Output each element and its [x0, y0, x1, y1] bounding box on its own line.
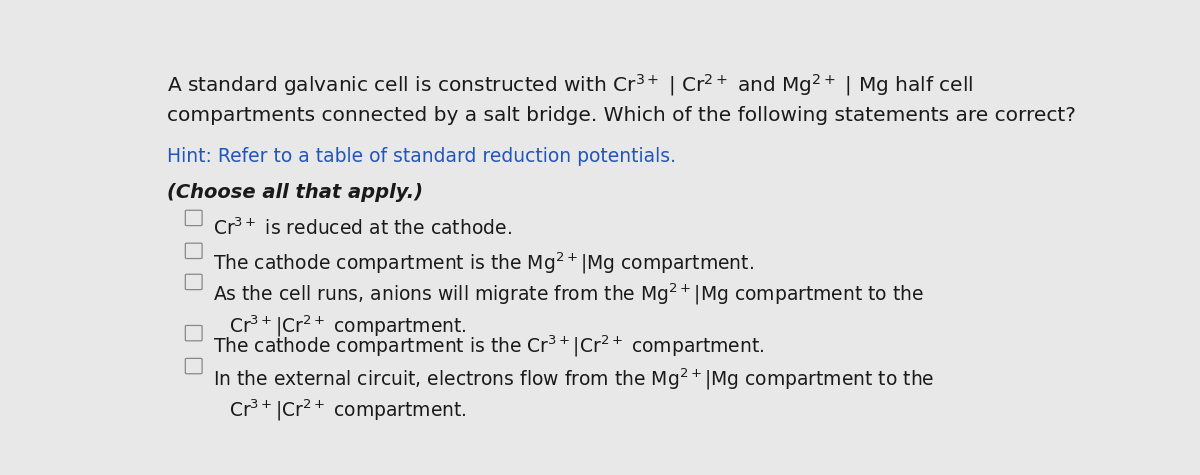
Text: Hint: Refer to a table of standard reduction potentials.: Hint: Refer to a table of standard reduc…	[167, 147, 676, 166]
Text: In the external circuit, electrons flow from the Mg$^{2+}$|Mg compartment to the: In the external circuit, electrons flow …	[214, 366, 935, 391]
Text: Cr$^{3+}$|Cr$^{2+}$ compartment.: Cr$^{3+}$|Cr$^{2+}$ compartment.	[229, 397, 467, 423]
Text: The cathode compartment is the Mg$^{2+}$|Mg compartment.: The cathode compartment is the Mg$^{2+}$…	[214, 251, 754, 276]
Text: A standard galvanic cell is constructed with Cr$^{3+}$ | Cr$^{2+}$ and Mg$^{2+}$: A standard galvanic cell is constructed …	[167, 72, 973, 97]
Text: The cathode compartment is the Cr$^{3+}$|Cr$^{2+}$ compartment.: The cathode compartment is the Cr$^{3+}$…	[214, 333, 764, 359]
Text: Cr$^{3+}$ is reduced at the cathode.: Cr$^{3+}$ is reduced at the cathode.	[214, 218, 512, 239]
Text: (Choose all that apply.): (Choose all that apply.)	[167, 183, 422, 202]
Text: As the cell runs, anions will migrate from the Mg$^{2+}$|Mg compartment to the: As the cell runs, anions will migrate fr…	[214, 282, 924, 307]
Text: compartments connected by a salt bridge. Which of the following statements are c: compartments connected by a salt bridge.…	[167, 106, 1075, 125]
Text: Cr$^{3+}$|Cr$^{2+}$ compartment.: Cr$^{3+}$|Cr$^{2+}$ compartment.	[229, 313, 467, 339]
